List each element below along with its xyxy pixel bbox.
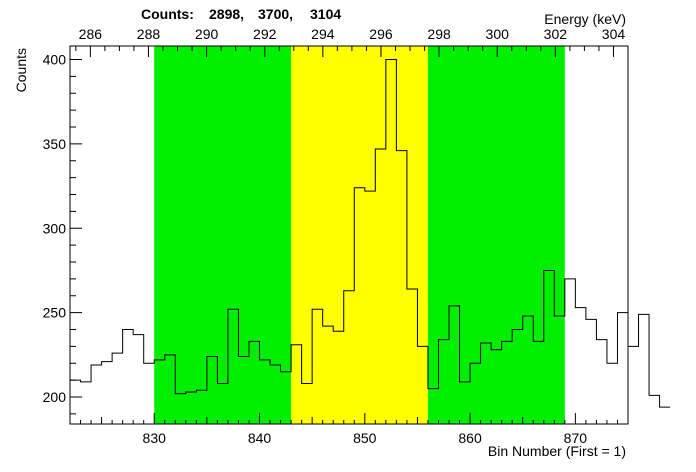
y-tick-label: 400	[43, 52, 67, 68]
x2-tick-label: 290	[195, 26, 219, 42]
x-tick-label: 870	[564, 430, 588, 446]
counts-value-left: 2898,	[209, 6, 244, 22]
x2-tick-label: 302	[544, 26, 568, 42]
x2-tick-label: 286	[79, 26, 103, 42]
x-tick-label: 830	[143, 430, 167, 446]
region-background-left	[154, 46, 292, 424]
counts-label: Counts:	[141, 6, 194, 22]
x-axis-title: Bin Number (First = 1)	[488, 443, 626, 459]
histogram-line	[70, 59, 671, 408]
y-tick-label: 200	[43, 389, 67, 405]
y-tick-label: 300	[43, 220, 67, 236]
x2-tick-label: 288	[137, 26, 161, 42]
x2-tick-label: 298	[427, 26, 451, 42]
y-axis-title: Counts	[13, 48, 29, 92]
region-peak	[291, 46, 428, 424]
y-tick-label: 350	[43, 136, 67, 152]
roi-regions	[154, 46, 565, 424]
x-tick-label: 860	[458, 430, 482, 446]
axes: 830 840 850 860 870 200 250 300 350 400 286 288 290 2…	[43, 26, 629, 446]
x2-tick-label: 296	[369, 26, 393, 42]
x2-axis-title: Energy (keV)	[544, 11, 626, 27]
counts-value-peak: 3700,	[258, 6, 293, 22]
plot-frame	[69, 45, 629, 425]
x-tick-label: 850	[353, 430, 377, 446]
x2-tick-label: 292	[253, 26, 277, 42]
x2-tick-label: 294	[311, 26, 335, 42]
x2-tick-label: 304	[602, 26, 626, 42]
x2-tick-label: 300	[486, 26, 510, 42]
y-tick-label: 250	[43, 305, 67, 321]
x-tick-label: 840	[248, 430, 272, 446]
region-background-right	[427, 46, 565, 424]
counts-value-right: 3104	[310, 6, 341, 22]
